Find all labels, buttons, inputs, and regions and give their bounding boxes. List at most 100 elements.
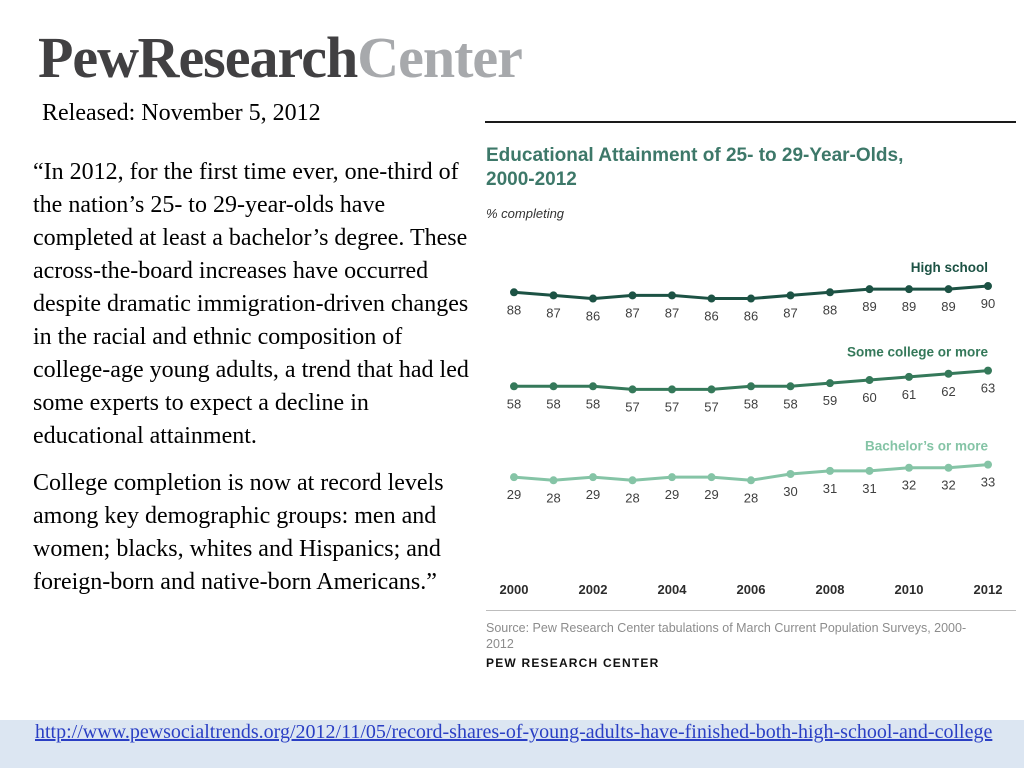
x-axis-year-label: 2012	[974, 582, 1003, 597]
value-label: 58	[744, 396, 758, 411]
chart-point	[905, 463, 913, 472]
chart-point	[549, 476, 558, 485]
value-label: 29	[704, 487, 718, 502]
chart-point	[944, 463, 953, 472]
chart-point	[510, 382, 518, 391]
value-label: 28	[744, 490, 758, 505]
value-label: 29	[665, 487, 679, 502]
value-label: 87	[546, 305, 560, 320]
chart-point	[984, 282, 992, 291]
chart-point	[628, 476, 637, 485]
value-label: 89	[862, 299, 876, 314]
chart-point	[944, 369, 953, 378]
chart-point	[707, 294, 716, 303]
value-label: 62	[941, 384, 955, 399]
series-label: Some college or more	[847, 345, 989, 360]
value-label: 32	[941, 478, 955, 493]
chart-point	[747, 476, 755, 485]
value-label: 89	[902, 299, 916, 314]
chart-point	[628, 385, 637, 394]
chart-point	[510, 288, 518, 297]
value-label: 86	[586, 309, 600, 324]
value-label: 87	[783, 305, 797, 320]
logo-text-primary: Pew Research	[38, 25, 358, 90]
article-link[interactable]: http://www.pewsocialtrends.org/2012/11/0…	[35, 721, 993, 743]
chart-source-note: Source: Pew Research Center tabulations …	[486, 621, 967, 651]
value-label: 28	[625, 490, 639, 505]
value-label: 88	[507, 302, 521, 317]
value-label: 58	[507, 396, 521, 411]
value-label: 60	[862, 390, 876, 405]
value-label: 33	[981, 475, 995, 490]
chart-point	[944, 285, 953, 294]
logo-text-secondary: Center	[357, 25, 523, 90]
bottom-link-bar: http://www.pewsocialtrends.org/2012/11/0…	[0, 720, 1024, 768]
value-label: 61	[902, 387, 916, 402]
value-label: 88	[823, 302, 837, 317]
value-label: 87	[665, 305, 679, 320]
chart-point	[589, 294, 597, 303]
value-label: 57	[625, 399, 639, 414]
pew-research-center-logo: Pew ResearchCenter	[38, 24, 523, 91]
chart-point	[747, 294, 755, 303]
chart-point	[668, 385, 676, 394]
chart-point	[707, 473, 716, 482]
x-axis-year-label: 2010	[895, 582, 924, 597]
top-divider-line	[485, 121, 1016, 123]
chart-point	[707, 385, 716, 394]
value-label: 63	[981, 381, 995, 396]
x-axis-year-label: 2004	[658, 582, 688, 597]
chart-point	[905, 285, 913, 294]
quote-paragraph-2: College completion is now at record leve…	[33, 470, 444, 595]
series-label: High school	[911, 260, 988, 275]
x-axis-year-label: 2006	[737, 582, 766, 597]
chart-point	[589, 473, 597, 482]
value-label: 29	[586, 487, 600, 502]
value-label: 86	[744, 309, 758, 324]
chart-point	[549, 291, 558, 300]
chart-point	[747, 382, 755, 391]
attainment-line-chart: 88 87 86 87 87 86 86 87 88 89 89 89 90 High school 58 5…	[500, 260, 1003, 597]
chart-point	[786, 382, 795, 391]
chart-point	[826, 466, 834, 475]
value-label: 29	[507, 487, 521, 502]
chart-point	[668, 291, 676, 300]
value-label: 90	[981, 296, 995, 311]
chart-point	[589, 382, 597, 391]
value-label: 89	[941, 299, 955, 314]
chart-point	[826, 379, 834, 388]
x-axis-year-label: 2002	[579, 582, 608, 597]
chart-divider-line	[486, 610, 1016, 611]
value-label: 57	[665, 399, 679, 414]
chart-point	[549, 382, 558, 391]
series-label: Bachelor’s or more	[865, 439, 989, 454]
chart-brand-footer: PEW RESEARCH CENTER	[486, 656, 660, 670]
chart-subtitle: % completing	[486, 206, 565, 221]
value-label: 58	[783, 396, 797, 411]
chart-point	[865, 285, 874, 294]
chart-title: Educational Attainment of 25- to 29-Year…	[486, 144, 996, 192]
quote-block: “In 2012, for the first time ever, one-t…	[33, 156, 483, 613]
value-label: 86	[704, 309, 718, 324]
release-date: Released: November 5, 2012	[42, 100, 321, 126]
chart-title-line2: 2000-2012	[486, 169, 577, 190]
chart-point	[668, 473, 676, 482]
value-label: 57	[704, 399, 718, 414]
chart-point	[786, 291, 795, 300]
x-axis-year-label: 2000	[500, 582, 529, 597]
value-label: 87	[625, 305, 639, 320]
quote-paragraph-1: “In 2012, for the first time ever, one-t…	[33, 159, 469, 449]
value-label: 31	[823, 481, 837, 496]
chart-point	[984, 460, 992, 469]
chart-title-line1: Educational Attainment of 25- to 29-Year…	[486, 145, 904, 166]
value-label: 58	[586, 396, 600, 411]
value-label: 31	[862, 481, 876, 496]
chart-point	[826, 288, 834, 297]
chart-point	[865, 466, 874, 475]
chart-point	[786, 470, 795, 479]
value-label: 58	[546, 396, 560, 411]
chart-point	[510, 473, 518, 482]
value-label: 30	[783, 484, 797, 499]
value-label: 32	[902, 478, 916, 493]
